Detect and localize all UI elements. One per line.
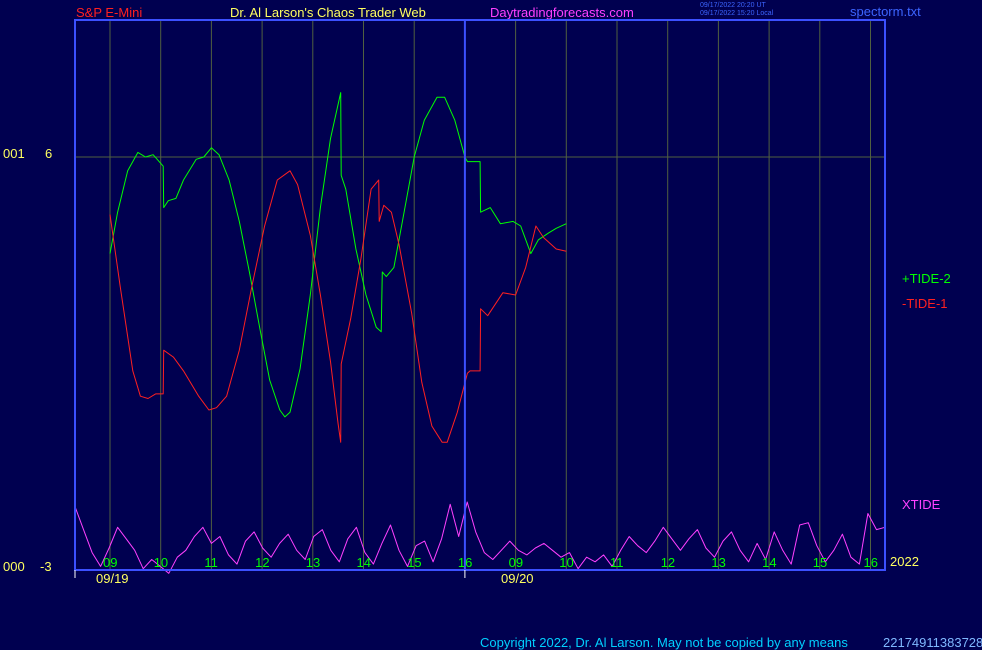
x-tick-label: 13 <box>711 555 726 570</box>
date-label: 09/20 <box>501 571 534 586</box>
footer-code: 22174911383728 <box>883 635 982 650</box>
x-tick-label: 14 <box>762 555 777 570</box>
series-layer <box>74 92 886 574</box>
left-axis-top-code: 001 <box>3 146 25 161</box>
series-line-2 <box>109 170 567 443</box>
timestamp-ut: 09/17/2022 20:20 UT <box>700 2 766 9</box>
x-tick-label: 09 <box>508 555 524 570</box>
x-tick-label: 09 <box>103 555 118 570</box>
timestamp-local: 09/17/2022 15:20 Local <box>700 10 774 17</box>
x-tick-label: 11 <box>204 555 218 570</box>
x-tick-label: 11 <box>610 555 624 570</box>
date-label: 09/19 <box>96 571 129 586</box>
x-tick-label: 12 <box>660 555 676 570</box>
copyright-footer: Copyright 2022, Dr. Al Larson. May not b… <box>480 635 848 650</box>
left-axis-bottom-code: 000 <box>3 559 25 574</box>
legend-label: +TIDE-2 <box>902 271 951 286</box>
x-tick-label: 14 <box>356 555 371 570</box>
year-label: 2022 <box>890 554 919 569</box>
symbol-title: S&P E-Mini <box>76 5 143 20</box>
x-tick-label: 10 <box>153 555 169 570</box>
legend-label: XTIDE <box>902 497 941 512</box>
x-tick-label: 16 <box>457 555 473 570</box>
x-tick-label: 12 <box>255 555 270 570</box>
file-name: spectorm.txt <box>850 4 921 19</box>
series-line-1 <box>109 92 567 418</box>
x-tick-label: 13 <box>305 555 321 570</box>
series-line-3 <box>74 501 886 574</box>
x-tick-label: 15 <box>812 555 828 570</box>
axis-layer <box>74 19 886 578</box>
left-axis-top-value: 6 <box>45 146 53 161</box>
site-title: Dr. Al Larson's Chaos Trader Web <box>230 5 426 20</box>
legend-label: -TIDE-1 <box>902 296 948 311</box>
x-tick-label: 15 <box>407 555 422 570</box>
left-axis-bottom-value: -3 <box>40 559 52 574</box>
grid-layer <box>75 20 885 570</box>
x-tick-label: 16 <box>863 555 878 570</box>
site-url-link[interactable]: Daytradingforecasts.com <box>490 5 634 20</box>
x-tick-label: 10 <box>559 555 574 570</box>
plot-frame <box>74 19 886 571</box>
